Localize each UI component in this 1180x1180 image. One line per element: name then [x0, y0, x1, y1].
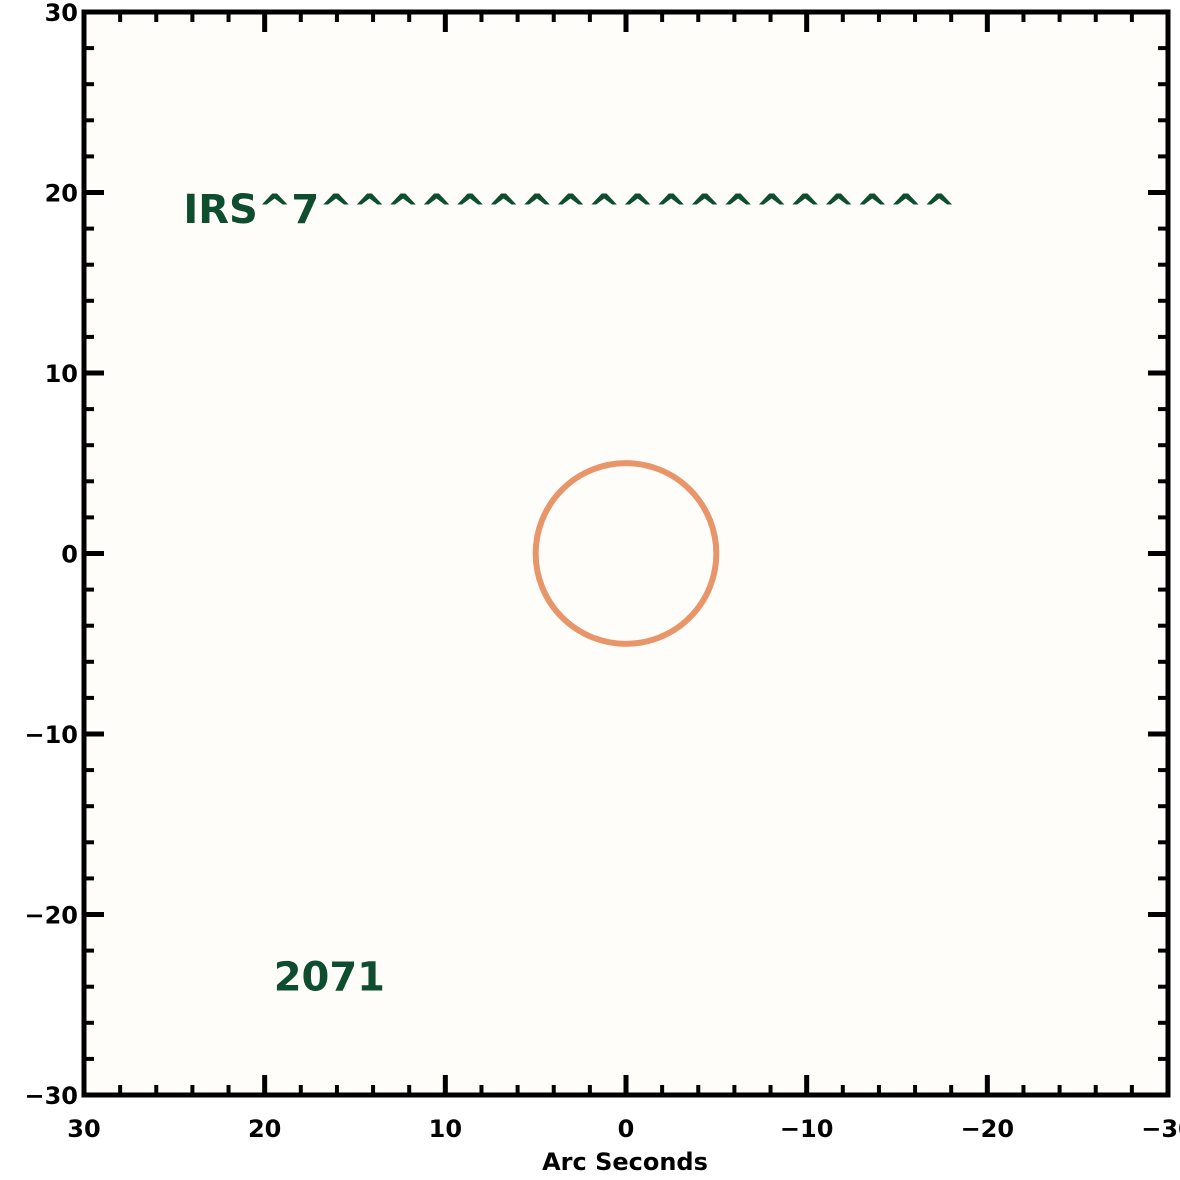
annotation-label: 2071 — [274, 954, 385, 1000]
x-tick-label: 30 — [67, 1115, 100, 1143]
y-tick-label: 30 — [45, 0, 78, 27]
x-tick-label: 10 — [429, 1115, 462, 1143]
x-tick-label: 20 — [248, 1115, 281, 1143]
x-tick-label: −10 — [780, 1115, 834, 1143]
annotations: IRS^7^^^^^^^^^^^^^^^^^^^ 2071 — [183, 187, 956, 1000]
plot-frame — [81, 9, 1171, 1098]
y-tick-label: 0 — [61, 541, 78, 569]
y-tick-label: −10 — [24, 721, 78, 749]
y-tick-label: −30 — [24, 1082, 78, 1110]
x-axis-title: Arc Seconds — [542, 1148, 708, 1176]
tick-labels: 30 20 10 0 −10 −20 −30 30 20 10 0 −10 −20 −30 — [24, 0, 1180, 1143]
y-tick-label: 20 — [45, 180, 78, 208]
annotation-label: IRS^7^^^^^^^^^^^^^^^^^^^ — [183, 187, 956, 233]
x-tick-label: −30 — [1141, 1115, 1180, 1143]
x-tick-label: −20 — [961, 1115, 1015, 1143]
y-tick-label: 10 — [45, 360, 78, 388]
y-tick-label: −20 — [24, 902, 78, 930]
plot-area-background — [84, 12, 1168, 1095]
x-tick-label: 0 — [618, 1115, 635, 1143]
region-circle — [532, 460, 720, 647]
